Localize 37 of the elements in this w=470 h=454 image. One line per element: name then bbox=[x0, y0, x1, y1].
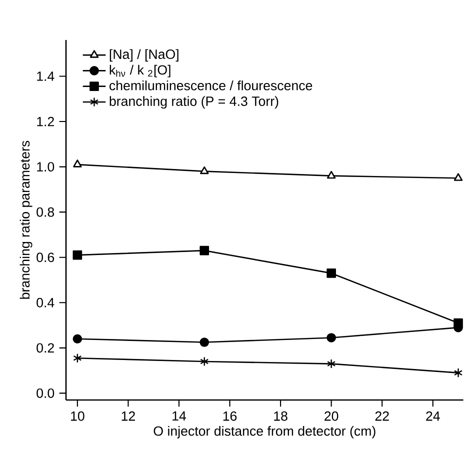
legend-label: chemiluminescence / flourescence bbox=[110, 80, 312, 90]
y-tick-label: 0.0 bbox=[36, 388, 54, 398]
point bbox=[326, 170, 336, 179]
x-tick-label: 20 bbox=[324, 411, 338, 421]
y-tick-label: 0.2 bbox=[36, 343, 54, 353]
y-tick-label: 1.4 bbox=[37, 72, 54, 81]
y-tick-label: 1.0 bbox=[37, 162, 54, 172]
point bbox=[73, 353, 82, 363]
x-tick-label: 14 bbox=[172, 411, 186, 421]
y-tick-label: 0.6 bbox=[36, 252, 54, 262]
point bbox=[454, 368, 463, 378]
y-axis-title: branching ratio parameters bbox=[20, 140, 32, 299]
point bbox=[72, 250, 82, 260]
x-tick-label: 16 bbox=[223, 411, 237, 421]
point bbox=[454, 318, 463, 328]
x-tick-label: 12 bbox=[122, 411, 135, 421]
x-tick-label: 24 bbox=[426, 411, 440, 421]
x-tick-label: 10 bbox=[71, 411, 84, 421]
x-axis-title: O injector distance from detector (cm) bbox=[154, 426, 376, 438]
y-tick-label: 1.2 bbox=[37, 116, 54, 126]
point bbox=[326, 333, 336, 342]
point bbox=[72, 334, 82, 344]
y-tick-label: 0.8 bbox=[36, 207, 54, 217]
point bbox=[326, 268, 336, 278]
legend-label: k$_{hν}$ / k $_{2}$[O] bbox=[110, 64, 170, 78]
legend-label: [Na] / [NaO] bbox=[110, 49, 178, 62]
point bbox=[200, 356, 209, 366]
point bbox=[454, 173, 463, 181]
point bbox=[200, 338, 210, 347]
point bbox=[200, 246, 210, 256]
point bbox=[73, 160, 82, 168]
x-tick-label: 18 bbox=[274, 411, 288, 421]
y-tick-label: 0.4 bbox=[36, 298, 54, 308]
legend-label: branching ratio (P = 4.3 Torr) bbox=[110, 96, 278, 109]
x-tick-label: 22 bbox=[375, 411, 389, 421]
point bbox=[327, 358, 336, 369]
point bbox=[200, 166, 209, 174]
